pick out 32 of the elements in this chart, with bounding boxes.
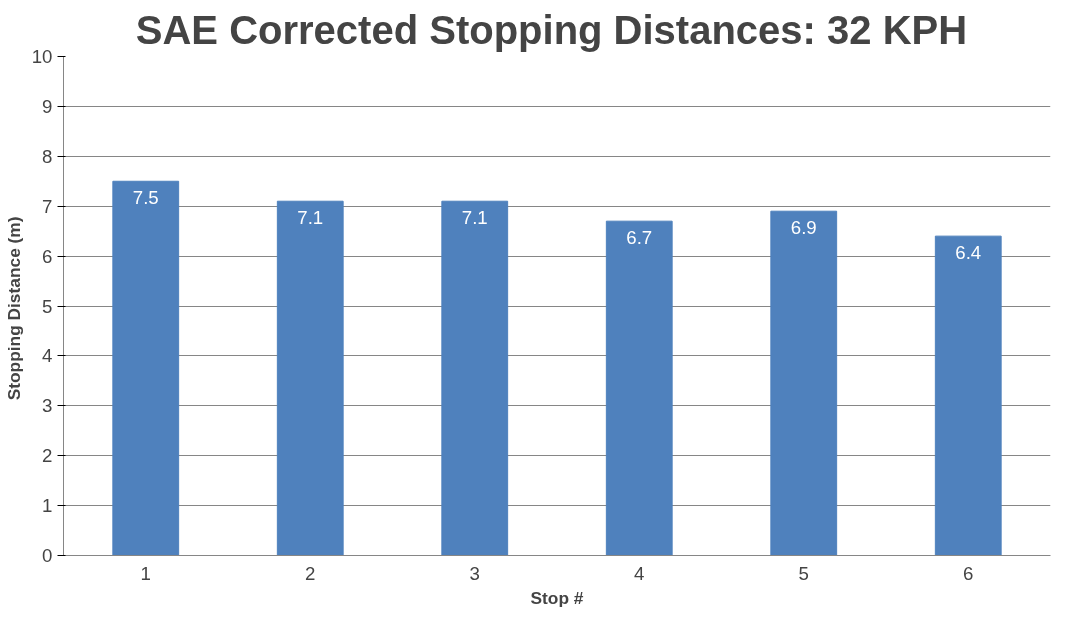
bar xyxy=(112,180,180,556)
y-axis-title: Stopping Distance (m) xyxy=(3,216,24,401)
bar xyxy=(934,235,1002,556)
y-tick-label: 1 xyxy=(42,495,53,517)
y-tick-label: 2 xyxy=(42,445,53,467)
bar xyxy=(770,210,838,556)
data-label: 7.1 xyxy=(461,207,488,229)
x-tick-label: 4 xyxy=(634,562,645,584)
data-label: 7.1 xyxy=(297,207,324,229)
y-tick-label: 10 xyxy=(31,46,53,67)
data-label: 6.9 xyxy=(790,217,817,239)
bar xyxy=(276,200,344,556)
data-label: 6.4 xyxy=(955,242,982,264)
y-tick-label: 5 xyxy=(42,295,53,317)
bar xyxy=(605,220,673,556)
x-tick-label: 5 xyxy=(798,562,809,584)
bar xyxy=(441,200,509,556)
x-axis-title: Stop # xyxy=(530,587,584,608)
y-tick-label: 3 xyxy=(42,395,53,417)
y-tick-label: 7 xyxy=(42,195,53,217)
x-tick-label: 3 xyxy=(469,562,480,584)
x-tick-label: 2 xyxy=(305,562,316,584)
data-label: 6.7 xyxy=(626,227,653,249)
y-tick-label: 6 xyxy=(42,245,53,267)
y-tick-label: 0 xyxy=(42,545,53,566)
chart-title: SAE Corrected Stopping Distances: 32 KPH xyxy=(135,7,968,52)
x-tick-label: 1 xyxy=(140,562,151,584)
y-tick-label: 8 xyxy=(42,145,53,167)
data-label: 7.5 xyxy=(132,187,159,209)
y-tick-label: 4 xyxy=(42,345,53,367)
y-tick-label: 9 xyxy=(42,95,53,117)
x-tick-label: 6 xyxy=(963,562,974,584)
